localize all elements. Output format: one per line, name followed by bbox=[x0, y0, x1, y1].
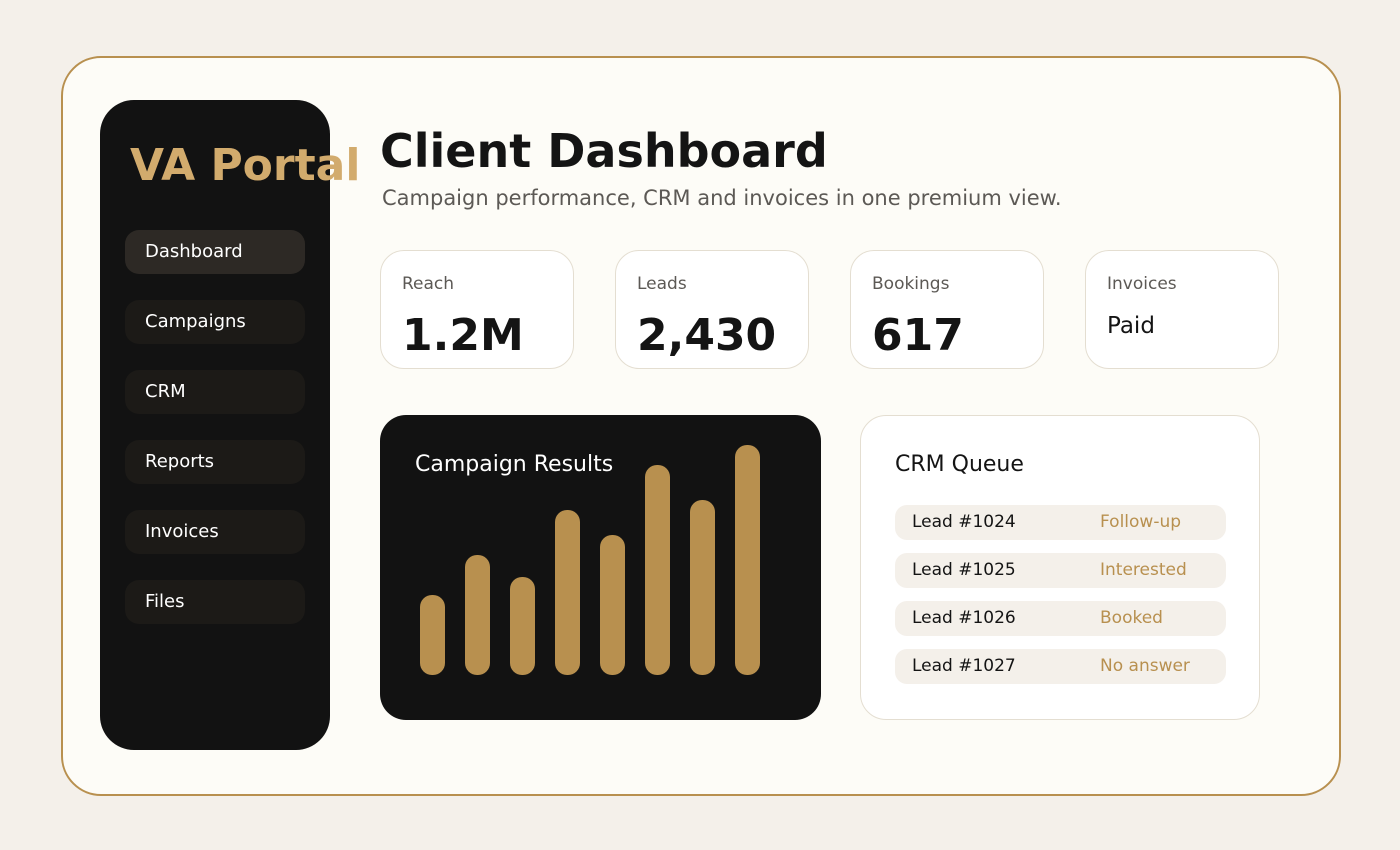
crm-lead-id: Lead #1027 bbox=[912, 656, 1016, 676]
chart-bar-7 bbox=[690, 500, 715, 675]
stat-value: Paid bbox=[1107, 313, 1155, 339]
sidebar-item-files[interactable]: Files bbox=[125, 580, 305, 624]
crm-lead-id: Lead #1026 bbox=[912, 608, 1016, 628]
chart-bar-3 bbox=[510, 577, 535, 675]
stat-card-reach[interactable]: Reach 1.2M bbox=[380, 250, 574, 369]
crm-lead-id: Lead #1024 bbox=[912, 512, 1016, 532]
sidebar bbox=[100, 100, 330, 750]
crm-queue-panel: CRM Queue Lead #1024 Follow-up Lead #102… bbox=[860, 415, 1260, 720]
stat-label: Leads bbox=[637, 274, 687, 294]
crm-lead-status: Booked bbox=[1100, 608, 1163, 628]
sidebar-item-dashboard[interactable]: Dashboard bbox=[125, 230, 305, 274]
sidebar-item-campaigns[interactable]: Campaigns bbox=[125, 300, 305, 344]
stat-card-invoices[interactable]: Invoices Paid bbox=[1085, 250, 1279, 369]
campaign-results-chart: Campaign Results bbox=[380, 415, 821, 720]
crm-row[interactable]: Lead #1026 Booked bbox=[895, 601, 1226, 636]
crm-row[interactable]: Lead #1025 Interested bbox=[895, 553, 1226, 588]
brand-logo: VA Portal bbox=[130, 140, 361, 191]
stat-label: Reach bbox=[402, 274, 455, 294]
crm-row[interactable]: Lead #1024 Follow-up bbox=[895, 505, 1226, 540]
stat-label: Invoices bbox=[1107, 274, 1177, 294]
stat-value: 1.2M bbox=[402, 310, 524, 361]
stat-value: 617 bbox=[872, 310, 964, 361]
chart-bar-1 bbox=[420, 595, 445, 675]
chart-bar-6 bbox=[645, 465, 670, 675]
page-subtitle: Campaign performance, CRM and invoices i… bbox=[382, 186, 1062, 210]
stat-card-leads[interactable]: Leads 2,430 bbox=[615, 250, 809, 369]
bar-chart-canvas bbox=[420, 445, 760, 675]
chart-bar-8 bbox=[735, 445, 760, 675]
crm-lead-status: Follow-up bbox=[1100, 512, 1182, 532]
sidebar-item-crm[interactable]: CRM bbox=[125, 370, 305, 414]
sidebar-item-reports[interactable]: Reports bbox=[125, 440, 305, 484]
stat-card-bookings[interactable]: Bookings 617 bbox=[850, 250, 1044, 369]
crm-lead-status: No answer bbox=[1100, 656, 1190, 676]
sidebar-item-invoices[interactable]: Invoices bbox=[125, 510, 305, 554]
crm-title: CRM Queue bbox=[895, 452, 1024, 477]
chart-bar-5 bbox=[600, 535, 625, 675]
stat-value: 2,430 bbox=[637, 310, 777, 361]
chart-bar-4 bbox=[555, 510, 580, 675]
crm-row[interactable]: Lead #1027 No answer bbox=[895, 649, 1226, 684]
page-title: Client Dashboard bbox=[380, 124, 828, 178]
chart-title: Campaign Results bbox=[415, 452, 614, 477]
stat-label: Bookings bbox=[872, 274, 950, 294]
crm-lead-id: Lead #1025 bbox=[912, 560, 1016, 580]
chart-bar-2 bbox=[465, 555, 490, 675]
crm-lead-status: Interested bbox=[1100, 560, 1187, 580]
